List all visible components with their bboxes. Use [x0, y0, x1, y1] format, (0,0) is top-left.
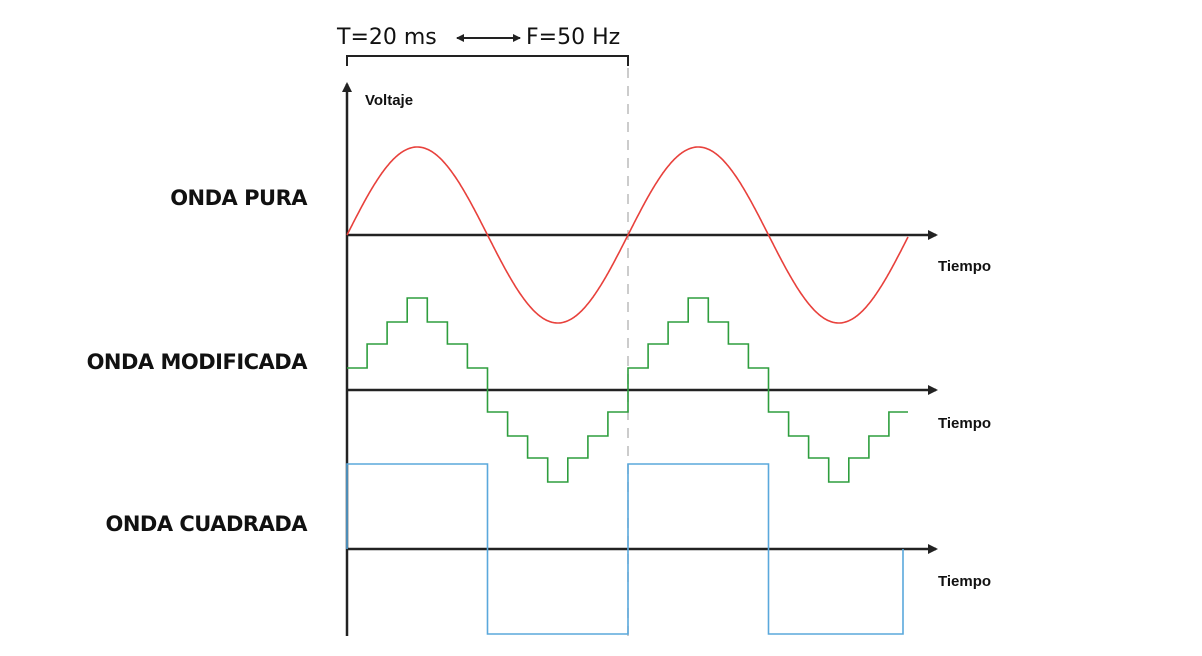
period-label: T=20 ms: [336, 25, 437, 50]
period-bracket: [346, 55, 629, 66]
wave-label-modified: ONDA MODIFICADA: [87, 350, 309, 374]
time-axis-label-square: Tiempo: [938, 573, 991, 590]
voltage-axis-label: Voltaje: [365, 92, 413, 109]
wave-label-pure: ONDA PURA: [170, 186, 308, 210]
wave-label-square: ONDA CUADRADA: [105, 512, 308, 536]
pure-sine-wave: [346, 146, 909, 324]
modified-stepped-wave: [347, 297, 908, 483]
time-axis-label-modified: Tiempo: [938, 415, 991, 432]
frequency-label: F=50 Hz: [526, 25, 620, 50]
square-wave: [346, 463, 904, 635]
time-axis-label-pure: Tiempo: [938, 258, 991, 275]
